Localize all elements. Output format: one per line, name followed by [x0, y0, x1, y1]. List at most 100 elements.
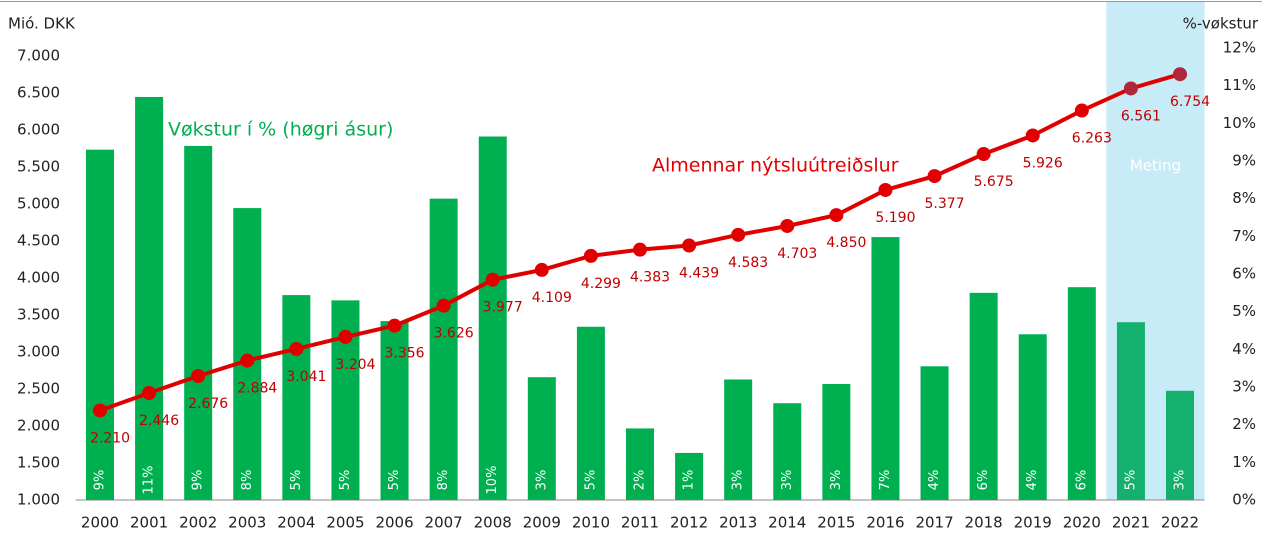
line-point	[534, 262, 549, 277]
line-point	[583, 248, 598, 263]
line-value-label: 5.377	[924, 196, 964, 212]
line-value-label: 4.439	[679, 266, 719, 282]
y2-tick-label: 12%	[1223, 39, 1256, 57]
line-point	[682, 238, 697, 253]
line-value-label: 6.263	[1072, 131, 1112, 147]
line-value-label: 4.703	[777, 246, 817, 262]
bar	[576, 326, 605, 500]
bar	[871, 237, 900, 500]
x-tick-label: 2008	[474, 514, 512, 532]
line-value-label: 2.446	[139, 413, 179, 429]
y2-tick-label: 4%	[1232, 340, 1256, 358]
y2-tick-label: 6%	[1232, 265, 1256, 283]
bar-value-label: 3%	[829, 470, 844, 491]
line-value-label: 5.926	[1023, 155, 1063, 171]
line-point	[142, 385, 157, 400]
line-point	[780, 218, 795, 233]
bar	[527, 377, 556, 500]
bar-value-label: 9%	[191, 470, 206, 491]
x-tick-label: 2009	[523, 514, 561, 532]
bar-value-label: 9%	[93, 470, 108, 491]
y-tick-label: 6.500	[17, 84, 60, 102]
bar-value-label: 5%	[338, 470, 353, 491]
line-point	[240, 353, 255, 368]
line-value-label: 4.583	[728, 255, 768, 271]
line-point	[829, 208, 844, 223]
y-tick-label: 7.000	[17, 47, 60, 65]
y2-tick-label: 9%	[1232, 152, 1256, 170]
y-tick-label: 1.000	[17, 491, 60, 509]
x-tick-label: 2002	[179, 514, 217, 532]
bar	[478, 136, 507, 500]
line-point	[387, 318, 402, 333]
line-point	[927, 169, 942, 184]
bar-value-label: 3%	[731, 470, 746, 491]
line-value-label: 3.626	[434, 326, 474, 342]
bar-value-label: 7%	[878, 470, 893, 491]
line-point	[633, 242, 647, 257]
line-point	[976, 147, 991, 162]
x-tick-label: 2003	[228, 514, 266, 532]
bar	[920, 366, 949, 500]
bar	[724, 379, 753, 500]
bar-value-label: 8%	[436, 470, 451, 491]
line-point	[731, 227, 746, 242]
bar	[184, 145, 213, 500]
x-tick-label: 2006	[375, 514, 413, 532]
x-tick-label: 2015	[817, 514, 855, 532]
y-tick-label: 3.000	[17, 343, 60, 361]
bar-value-label: 5%	[1123, 470, 1138, 491]
y-tick-label: 6.000	[17, 121, 60, 139]
bar-value-label: 4%	[927, 470, 942, 491]
y2-tick-label: 1%	[1232, 453, 1256, 471]
x-tick-label: 2000	[81, 514, 119, 532]
line-value-label: 5.190	[875, 210, 915, 226]
y-tick-label: 3.500	[17, 306, 60, 324]
line-value-label: 5.675	[974, 174, 1014, 190]
line-point	[1074, 103, 1089, 118]
bar-value-label: 5%	[289, 470, 304, 491]
bar-value-label: 3%	[1173, 470, 1188, 491]
x-tick-label: 2011	[621, 514, 659, 532]
x-tick-label: 2021	[1112, 514, 1150, 532]
bar	[135, 96, 164, 500]
line-point	[191, 368, 206, 383]
x-tick-label: 2004	[277, 514, 315, 532]
x-tick-label: 2020	[1063, 514, 1101, 532]
y2-axis-label: %-vøkstur	[1183, 15, 1259, 33]
x-tick-label: 2007	[425, 514, 463, 532]
bar	[1018, 334, 1047, 500]
bar-value-label: 6%	[1074, 470, 1089, 491]
legend-bar: Vøkstur í % (høgri ásur)	[168, 119, 393, 141]
line-value-label: 4.109	[532, 290, 572, 306]
x-tick-label: 2022	[1161, 514, 1199, 532]
y-axis-label: Mió. DKK	[8, 15, 76, 33]
line-point	[1025, 128, 1040, 143]
bar	[1067, 287, 1096, 500]
line-point	[1173, 67, 1187, 82]
y-tick-label: 2.500	[17, 380, 60, 398]
line-value-label: 4.383	[630, 270, 670, 286]
line-value-label: 3.977	[483, 300, 523, 316]
y2-tick-label: 5%	[1232, 302, 1256, 320]
line-value-label: 2.884	[237, 381, 277, 397]
x-tick-label: 2017	[915, 514, 953, 532]
line-point	[436, 298, 451, 313]
x-tick-label: 2014	[768, 514, 806, 532]
line-value-label: 6.754	[1170, 94, 1210, 110]
x-tick-label: 2001	[130, 514, 168, 532]
bar-value-label: 6%	[976, 470, 991, 491]
x-tick-label: 2010	[572, 514, 610, 532]
bar-value-label: 1%	[682, 470, 697, 491]
bar	[626, 428, 654, 500]
y-tick-label: 4.000	[17, 269, 60, 287]
y-tick-label: 2.000	[17, 417, 60, 435]
line-point	[485, 272, 500, 287]
line-value-label: 6.561	[1121, 108, 1161, 124]
bar	[380, 321, 409, 500]
y-tick-label: 4.500	[17, 232, 60, 250]
forecast-label: Meting	[1130, 157, 1181, 175]
x-tick-label: 2005	[326, 514, 364, 532]
legend-line: Almennar nýtsluútreiðslur	[652, 155, 899, 177]
